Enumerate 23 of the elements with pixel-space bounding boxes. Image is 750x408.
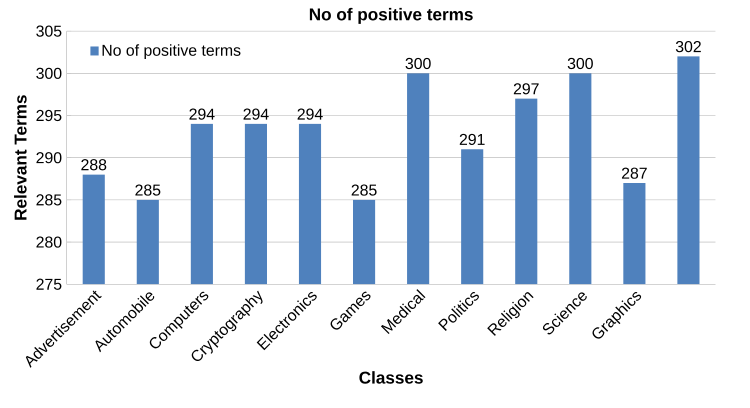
y-tick-label: 305 — [36, 26, 62, 37]
y-tick-label: 290 — [36, 152, 62, 164]
y-tick-label: 280 — [36, 236, 62, 248]
data-label: 288 — [81, 159, 106, 170]
data-label: 291 — [460, 134, 485, 146]
data-label: 285 — [352, 184, 377, 196]
data-label: 294 — [244, 108, 269, 120]
y-tick-label: 275 — [36, 278, 62, 290]
y-tick-label: 295 — [36, 110, 62, 122]
chart-title: No of positive terms — [310, 8, 473, 24]
data-label: 297 — [514, 83, 539, 94]
y-tick-label: 285 — [36, 194, 62, 206]
data-label: 294 — [189, 108, 215, 120]
data-label: 294 — [298, 108, 323, 120]
data-label: 287 — [622, 168, 647, 179]
data-label: 302 — [676, 41, 701, 52]
data-label: 285 — [135, 184, 160, 196]
legend-label: No of positive terms — [102, 44, 240, 59]
y-tick-label: 300 — [36, 68, 62, 79]
x-axis-title: Classes — [359, 371, 423, 384]
data-label: 300 — [406, 58, 431, 70]
y-axis-title: Relevant Terms — [14, 95, 27, 220]
data-label: 300 — [568, 58, 593, 70]
